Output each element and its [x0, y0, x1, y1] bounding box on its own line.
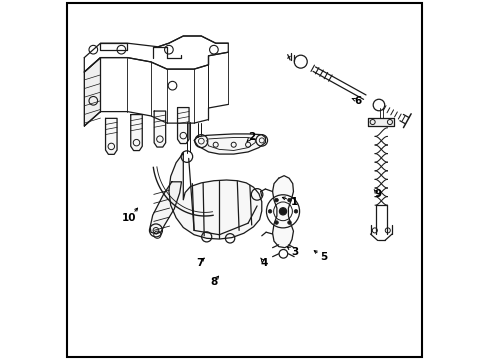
Circle shape — [287, 198, 291, 202]
Polygon shape — [154, 111, 165, 147]
Text: 4: 4 — [260, 258, 267, 268]
Circle shape — [274, 221, 278, 224]
Polygon shape — [130, 114, 142, 150]
Polygon shape — [105, 118, 117, 154]
Text: 9: 9 — [373, 189, 381, 199]
Polygon shape — [177, 108, 189, 144]
Circle shape — [274, 198, 278, 202]
Circle shape — [279, 208, 286, 215]
Text: 2: 2 — [247, 132, 255, 142]
Polygon shape — [84, 58, 101, 126]
Text: 3: 3 — [291, 247, 298, 257]
Polygon shape — [367, 118, 393, 126]
Text: 5: 5 — [320, 252, 326, 262]
Circle shape — [287, 221, 291, 224]
Circle shape — [268, 210, 271, 213]
Polygon shape — [168, 153, 261, 239]
Circle shape — [294, 210, 297, 213]
Text: 10: 10 — [122, 213, 136, 223]
Text: 8: 8 — [210, 276, 217, 287]
Polygon shape — [150, 182, 181, 234]
Polygon shape — [194, 134, 265, 154]
Polygon shape — [272, 176, 293, 248]
Text: 6: 6 — [353, 96, 361, 106]
Text: 7: 7 — [195, 258, 203, 268]
Text: 1: 1 — [291, 197, 298, 207]
